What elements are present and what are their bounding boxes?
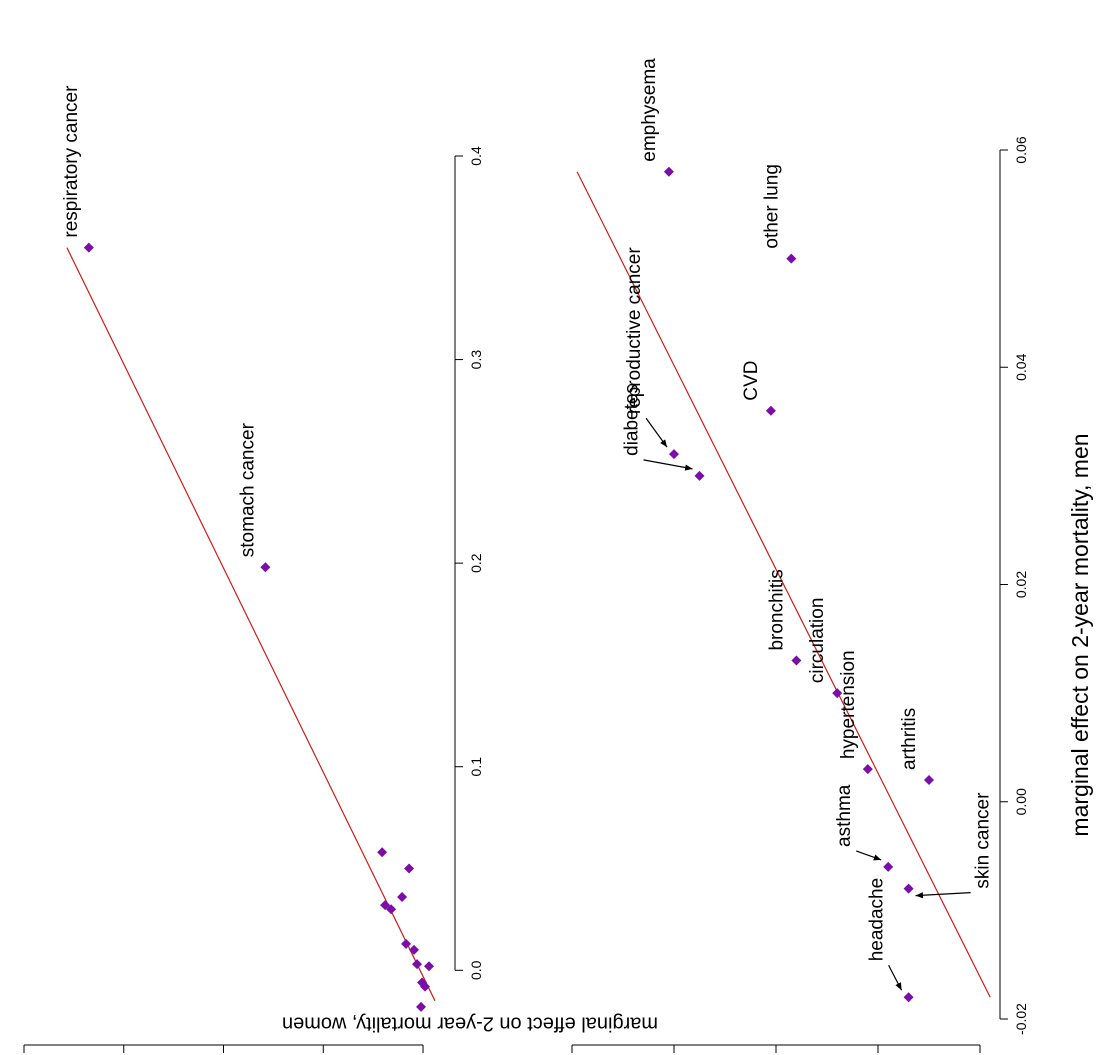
p2-data-point	[669, 449, 679, 460]
p2-x-tick-label: 0.06	[1013, 136, 1029, 163]
p2-arrowhead	[660, 439, 667, 448]
p2-point-label: diabetes	[622, 384, 643, 456]
p2-data-point	[663, 166, 674, 177]
p2-annotation-arrow	[643, 459, 693, 470]
p2-point-label: bronchitis	[766, 569, 787, 650]
p2-arrowhead	[684, 464, 693, 471]
p2-point-label: CVD	[741, 361, 762, 401]
p1-x-tick-label: 0.3	[468, 350, 484, 370]
p2-data-point	[862, 764, 873, 775]
p2-annotation-arrow	[915, 892, 971, 897]
p2-point-label: hypertension	[838, 650, 859, 759]
p2-point-label: arthritis	[899, 708, 920, 770]
p2-point-label: headache	[867, 878, 888, 961]
p1-data-point	[83, 242, 94, 253]
p1-data-point	[424, 961, 435, 972]
p2-data-point	[903, 992, 914, 1003]
p1-data-point	[412, 959, 423, 970]
p1-data-point	[377, 847, 388, 858]
p2-arrowhead	[895, 982, 902, 991]
p1-x-tick-label: 0.1	[468, 757, 484, 777]
p2-data-point	[786, 253, 797, 264]
p2-arrowhead	[915, 892, 924, 899]
p1-data-point	[260, 562, 271, 573]
p1-data-point	[409, 944, 420, 955]
p2-arrowhead	[873, 854, 882, 861]
x-axis-label: marginal effect on 2-year mortality, men	[1067, 433, 1093, 836]
p1-point-label: stomach cancer	[237, 422, 258, 557]
p2-point-label: emphysema	[639, 58, 660, 162]
p1-x-tick-label: 0.2	[468, 553, 484, 573]
p1-data-point	[401, 938, 412, 949]
panel-full-range: 0.00.10.20.30.40.00.10.20.30.4respirator…	[14, 85, 484, 1055]
p2-data-point	[791, 655, 802, 666]
p2-x-tick-label: -0.02	[1013, 1003, 1029, 1035]
p2-point-label: asthma	[834, 784, 855, 847]
y-axis-label: marginal effect on 2-year mortality, wom…	[282, 1013, 658, 1035]
p2-data-point	[903, 883, 914, 894]
p1-fit-line	[66, 247, 436, 1002]
p2-point-label: reproductive cancer	[624, 247, 645, 415]
p2-x-tick-label: 0.02	[1013, 571, 1029, 598]
p1-data-point	[404, 863, 415, 874]
p2-data-point	[924, 775, 934, 786]
p2-data-point	[765, 405, 776, 416]
p1-data-point	[397, 892, 408, 902]
p2-x-tick-label: 0.04	[1013, 353, 1029, 380]
p1-x-tick-label: 0.4	[468, 146, 484, 166]
p2-data-point	[832, 688, 843, 699]
p1-data-point	[416, 1001, 427, 1012]
panel-zoomed: -0.020.000.020.040.06-0.020.000.020.040.…	[558, 58, 1029, 1055]
p1-x-tick-label: 0.0	[468, 960, 484, 980]
p2-point-label: skin cancer	[973, 792, 994, 889]
p2-data-point	[694, 470, 705, 481]
p2-point-label: other lung	[761, 164, 782, 249]
p2-fit-line	[576, 171, 991, 998]
p2-point-label: circulation	[807, 598, 828, 684]
p1-point-label: respiratory cancer	[61, 85, 82, 238]
p2-x-tick-label: 0.00	[1013, 788, 1029, 815]
rotated-plot-area: 0.00.10.20.30.40.00.10.20.30.4respirator…	[14, 58, 1093, 1055]
p2-data-point	[883, 861, 894, 872]
